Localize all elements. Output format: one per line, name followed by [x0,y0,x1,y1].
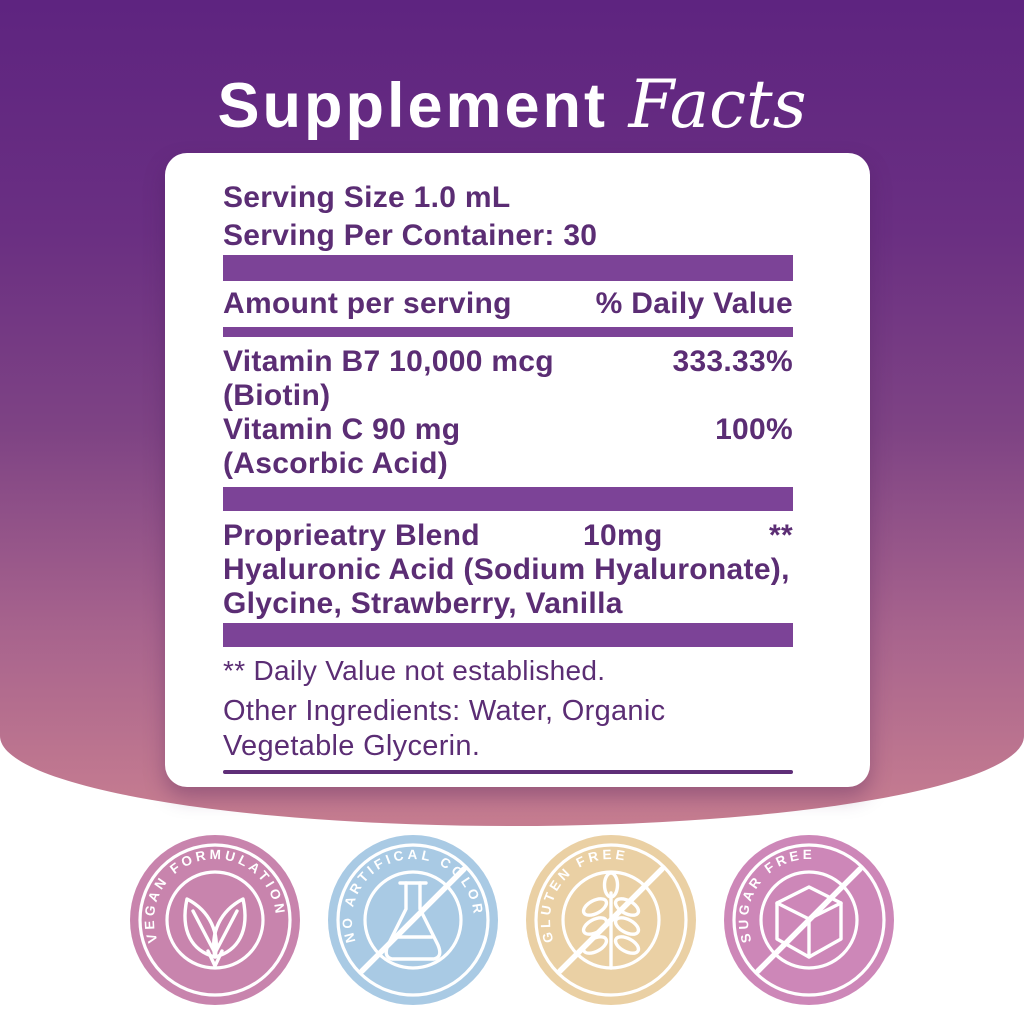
inner-ring [165,870,265,970]
badges-row: VEGAN FORMULATION NO ARTIFICAL COLOR [0,835,1024,1005]
page-title: Supplement Facts [0,72,1024,138]
supplement-facts-card: Serving Size 1.0 mL Serving Per Containe… [165,153,870,787]
inner-ring [759,870,859,970]
servings-per-container-text: Serving Per Container: 30 [223,219,598,252]
nutrient-name: Vitamin B7 10,000 mcg [223,345,554,378]
outer-ring [138,843,292,997]
no-symbol-slash-icon [557,866,665,974]
nutrient-dv: 100% [715,413,793,446]
wheat-icon [581,871,641,970]
leaves-icon [183,897,247,968]
nutrient-row: Vitamin B7 10,000 mcg 333.33% (Biotin) [223,345,793,413]
separator-bar [223,255,793,281]
badge-gluten-free: GLUTEN FREE [526,835,696,1005]
badge-sugar-free: SUGAR FREE [724,835,894,1005]
nutrient-alt-name: (Ascorbic Acid) [223,447,449,480]
column-header-row: Amount per serving % Daily Value [223,287,793,321]
blend-ingredients-line1: Hyaluronic Acid (Sodium Hyaluronate), [223,553,790,586]
nutrient-alt-name: (Biotin) [223,379,331,412]
outer-ring [732,843,886,997]
separator-bar-thin [223,327,793,337]
blend-amount: 10mg [583,519,663,552]
outer-ring [336,843,490,997]
other-ingredients-text: Other Ingredients: Water, Organic Vegeta… [223,695,666,762]
no-symbol-slash-icon [755,866,863,974]
column-header-amount: Amount per serving [223,287,512,320]
title-word-bold: Supplement [217,71,609,141]
inner-ring [363,870,463,970]
nutrient-dv: 333.33% [672,345,793,378]
nutrient-name: Vitamin C 90 mg [223,413,461,446]
title-word-italic: Facts [628,66,807,143]
blend-ingredients-line2: Glycine, Strawberry, Vanilla [223,587,623,620]
no-symbol-slash-icon [359,866,467,974]
blend-name: Proprieatry Blend [223,519,480,552]
badge-fill [130,835,300,1005]
serving-size-text: Serving Size 1.0 mL [223,181,511,214]
separator-bar [223,623,793,647]
column-header-daily-value: % Daily Value [595,287,793,320]
footnote-text: ** Daily Value not established. [223,655,606,686]
badge-no-artificial-color: NO ARTIFICAL COLOR [328,835,498,1005]
outer-ring [534,843,688,997]
nutrient-row: Vitamin C 90 mg 100% (Ascorbic Acid) [223,413,793,481]
card-end-line [223,770,793,774]
separator-bar [223,487,793,511]
blend-dv-asterisks: ** [769,519,793,552]
badge-vegan-formulation: VEGAN FORMULATION [130,835,300,1005]
blend-row: Proprieatry Blend 10mg ** [223,519,793,553]
